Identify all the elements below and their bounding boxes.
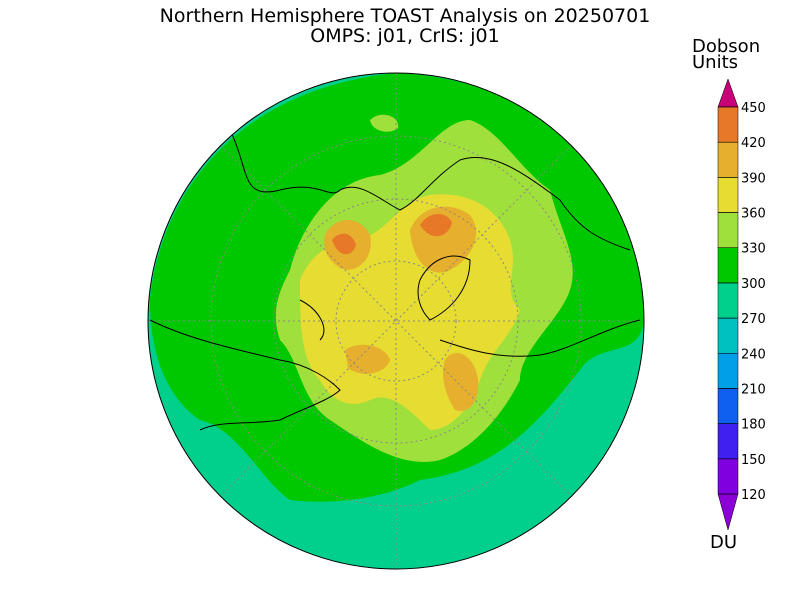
ozone-region xyxy=(443,352,479,411)
colorbar-segment xyxy=(717,458,739,495)
ozone-region xyxy=(332,233,356,255)
colorbar-extension xyxy=(717,78,739,108)
ozone-region xyxy=(420,214,452,237)
colorbar-extension xyxy=(717,493,739,531)
colorbar-tick-label: 180 xyxy=(741,418,766,433)
colorbar-segment xyxy=(717,247,739,284)
colorbar-tick-label: 450 xyxy=(741,101,766,116)
colorbar-segment xyxy=(717,282,739,319)
subtitle: OMPS: j01, CrIS: j01 xyxy=(310,25,499,47)
colorbar-segment xyxy=(717,106,739,143)
title: Northern Hemisphere TOAST Analysis on 20… xyxy=(160,5,651,27)
colorbar: Dobson Units DU 120 150 180 210 240 270 300 330… xyxy=(692,36,766,553)
ozone-region xyxy=(370,114,399,132)
map xyxy=(148,73,644,569)
colorbar-segment xyxy=(717,353,739,389)
ozone-region xyxy=(345,344,390,374)
colorbar-tick-label: 210 xyxy=(741,382,766,397)
colorbar-tick-label: 300 xyxy=(741,277,766,292)
colorbar-tick-label: 390 xyxy=(741,171,766,186)
colorbar-segment xyxy=(717,317,739,354)
colorbar-tick-label: 120 xyxy=(741,488,766,503)
colorbar-segment xyxy=(717,141,739,178)
colorbar-label: Dobson xyxy=(692,36,760,57)
colorbar-tick-label: 240 xyxy=(741,347,766,362)
colorbar-label: Units xyxy=(692,52,738,73)
colorbar-segment xyxy=(717,177,739,213)
colorbar-tick-label: 360 xyxy=(741,207,766,222)
colorbar-unit: DU xyxy=(710,532,737,553)
colorbar-segment xyxy=(717,212,739,248)
colorbar-tick-label: 330 xyxy=(741,242,766,257)
colorbar-segment xyxy=(717,388,739,424)
colorbar-tick-label: 150 xyxy=(741,453,766,468)
graticule xyxy=(148,73,644,569)
map-border xyxy=(147,72,645,570)
coastline xyxy=(149,129,641,431)
colorbar-tick-label: 420 xyxy=(741,136,766,151)
colorbar-tick-label: 270 xyxy=(741,312,766,327)
colorbar-segment xyxy=(717,423,739,460)
